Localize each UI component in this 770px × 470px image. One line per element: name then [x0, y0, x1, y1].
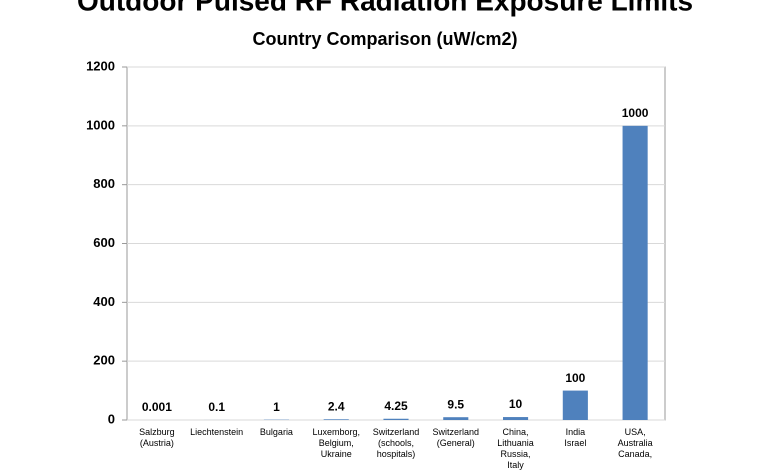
x-tick-label-line: Belgium,: [319, 438, 354, 448]
bar: [562, 390, 588, 420]
x-tick-label-line: (Austria): [140, 438, 174, 448]
chart-title: Outdoor Pulsed RF Radiation Exposure Lim…: [77, 0, 693, 16]
x-tick-label-line: Italy: [507, 460, 524, 470]
x-tick-label-line: Switzerland: [373, 427, 420, 437]
y-tick-label: 200: [93, 353, 115, 368]
value-label: 0.001: [142, 400, 172, 414]
x-tick-label-line: hospitals): [377, 449, 416, 459]
x-tick-label: India Israel: [564, 427, 586, 448]
value-label: 4.25: [384, 399, 408, 413]
y-tick-label: 800: [93, 176, 115, 191]
x-tick-label-line: Bulgaria: [260, 427, 293, 437]
value-label: 100: [565, 371, 585, 385]
value-label: 9.5: [447, 397, 464, 411]
x-tick-label: Luxemborg, Belgium, Ukraine: [312, 427, 360, 459]
x-tick-label-line: Salzburg: [139, 427, 175, 437]
bar: [323, 419, 349, 420]
y-tick-label: 0: [108, 411, 115, 426]
x-tick-label-line: Luxemborg,: [312, 427, 360, 437]
value-label: 10: [509, 397, 523, 411]
x-tick-label: Liechtenstein: [190, 427, 243, 437]
x-tick-label: Bulgaria: [260, 427, 293, 437]
bar: [443, 417, 469, 420]
bar: [622, 125, 648, 420]
value-label: 2.4: [328, 399, 345, 413]
value-label: 0.1: [208, 400, 225, 414]
x-tick-label-line: Israel: [564, 438, 586, 448]
y-tick-label: 1200: [86, 58, 115, 73]
x-tick-label-line: Switzerland: [433, 427, 480, 437]
x-tick-label-line: Lithuania: [497, 438, 534, 448]
y-tick-label: 400: [93, 294, 115, 309]
x-tick-label-line: Russia,: [501, 449, 531, 459]
bar: [383, 418, 409, 420]
x-tick-label: Salzburg (Austria): [139, 427, 175, 448]
x-tick-label: China, Lithuania Russia, Italy: [497, 427, 534, 470]
x-tick-label-line: (schools,: [378, 438, 414, 448]
x-tick-label-line: Canada,: [618, 449, 652, 459]
y-tick-label: 1000: [86, 117, 115, 132]
x-tick-label: Switzerland (schools, hospitals): [373, 427, 420, 459]
x-tick-label-line: (General): [437, 438, 475, 448]
x-tick-label: Switzerland (General): [433, 427, 480, 448]
x-tick-label-line: USA,: [625, 427, 646, 437]
bar: [503, 417, 529, 420]
x-tick-label-line: Australia: [618, 438, 653, 448]
chart-subtitle: Country Comparison (uW/cm2): [252, 29, 517, 49]
x-tick-label-line: India: [566, 427, 586, 437]
x-tick-label: USA, Australia Canada,: [618, 427, 653, 459]
x-tick-label-line: China,: [503, 427, 529, 437]
y-tick-label: 600: [93, 235, 115, 250]
value-label: 1: [273, 400, 280, 414]
x-tick-label-line: Ukraine: [321, 449, 352, 459]
x-tick-label-line: Liechtenstein: [190, 427, 243, 437]
value-label: 1000: [622, 106, 649, 120]
